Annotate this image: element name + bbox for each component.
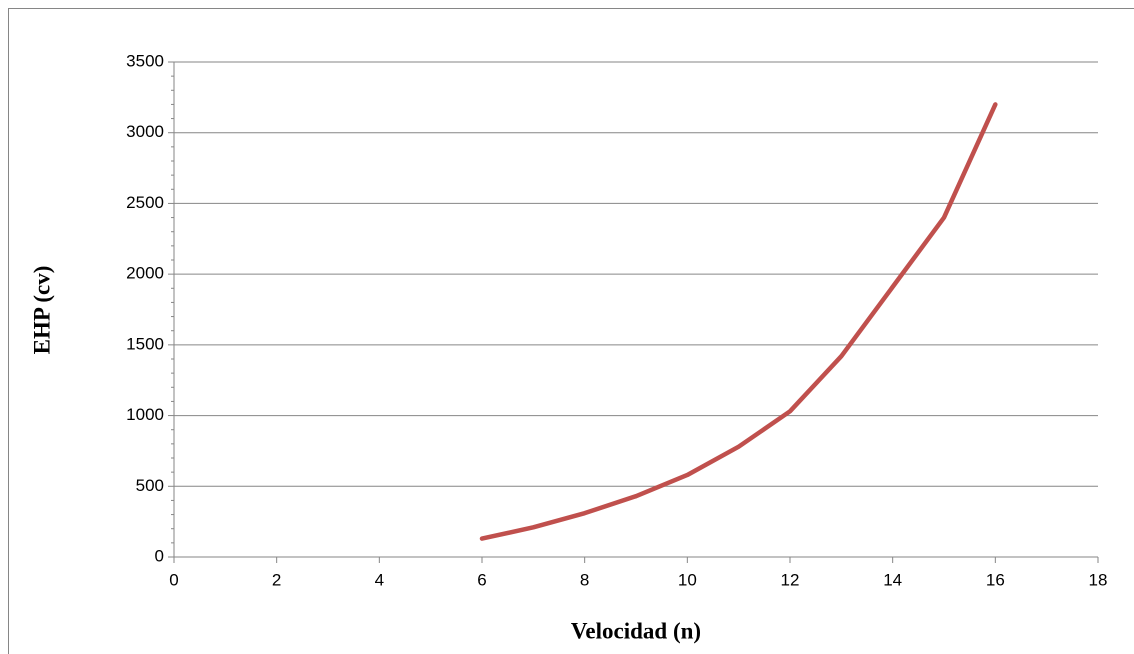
x-tick-label: 4 bbox=[375, 570, 384, 589]
y-tick-label: 1000 bbox=[126, 405, 164, 424]
chart-frame bbox=[8, 8, 1134, 654]
line-series bbox=[479, 102, 998, 541]
x-tick-label: 12 bbox=[781, 570, 800, 589]
x-axis-label: Velocidad (n) bbox=[571, 618, 701, 643]
x-tick-label: 14 bbox=[883, 570, 902, 589]
x-tick-label: 10 bbox=[678, 570, 697, 589]
y-tick-label: 2000 bbox=[126, 264, 164, 283]
x-tick-label: 18 bbox=[1089, 570, 1108, 589]
x-tick-label: 16 bbox=[986, 570, 1005, 589]
y-tick-label: 1500 bbox=[126, 334, 164, 353]
x-tick-label: 8 bbox=[580, 570, 589, 589]
y-tick-label: 3500 bbox=[126, 51, 164, 70]
y-tick-label: 500 bbox=[136, 476, 164, 495]
x-tick-label: 6 bbox=[477, 570, 486, 589]
y-tick-label: 3000 bbox=[126, 122, 164, 141]
x-tick-label: 2 bbox=[272, 570, 281, 589]
x-tick-label: 0 bbox=[169, 570, 178, 589]
y-tick-label: 2500 bbox=[126, 193, 164, 212]
y-axis-label: EHP (cv) bbox=[29, 266, 54, 355]
y-tick-label: 0 bbox=[155, 546, 164, 565]
